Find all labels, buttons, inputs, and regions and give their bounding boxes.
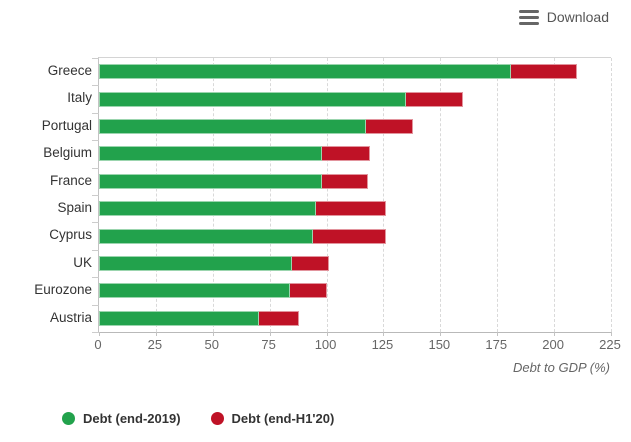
y-axis-label-italy: Italy	[67, 90, 92, 106]
x-axis-tick-label: 150	[428, 337, 451, 352]
x-axis-title: Debt to GDP (%)	[512, 360, 610, 375]
y-axis-label-austria: Austria	[49, 309, 92, 325]
bar-greece-end-2019[interactable]	[99, 64, 511, 80]
legend-item-0[interactable]: Debt (end-2019)	[62, 411, 181, 426]
x-tick-mark	[611, 332, 612, 336]
y-axis-label-uk: UK	[73, 254, 92, 270]
y-tick-mark	[92, 140, 99, 142]
y-axis-label-belgium: Belgium	[43, 145, 92, 161]
y-axis-label-eurozone: Eurozone	[34, 282, 92, 298]
y-tick-mark	[92, 112, 99, 114]
gridline	[326, 58, 328, 332]
y-tick-mark	[92, 167, 99, 169]
menu-icon	[518, 9, 539, 25]
x-tick-mark	[440, 332, 442, 336]
x-tick-mark	[212, 332, 214, 336]
x-axis-tick-label: 100	[314, 337, 337, 352]
legend-label: Debt (end-2019)	[83, 411, 181, 426]
gridline	[383, 58, 385, 332]
gridline	[497, 58, 499, 332]
legend-label: Debt (end-H1'20)	[231, 411, 335, 426]
x-tick-mark	[155, 332, 157, 336]
x-tick-mark	[326, 332, 328, 336]
chart-legend: Debt (end-2019) Debt (end-H1'20)	[62, 411, 334, 426]
x-axis-tick-label: 200	[542, 337, 564, 352]
y-tick-mark	[92, 249, 99, 251]
bar-uk-end-2019[interactable]	[99, 256, 293, 271]
legend-dot-icon	[62, 412, 75, 425]
bar-spain-end-2019[interactable]	[99, 201, 317, 217]
x-axis-tick-label: 225	[599, 337, 621, 352]
bar-italy-end-2019[interactable]	[99, 91, 407, 107]
gridline	[212, 58, 214, 332]
y-tick-mark	[92, 85, 99, 87]
y-axis-label-greece: Greece	[47, 63, 92, 78]
x-axis-tick-label: 50	[204, 337, 219, 352]
x-axis-tick-label: 0	[94, 337, 102, 352]
x-axis-tick-label: 175	[485, 337, 508, 352]
y-tick-mark	[92, 304, 99, 306]
y-axis-label-france: France	[49, 172, 92, 188]
gridline	[554, 58, 556, 332]
x-axis-tick-label: 25	[147, 337, 163, 352]
legend-item-1[interactable]: Debt (end-H1'20)	[210, 411, 335, 426]
bar-austria-end-2019[interactable]	[99, 310, 260, 326]
y-tick-mark	[92, 58, 99, 59]
x-axis-tick-label: 75	[261, 337, 276, 352]
x-axis-tick-label: 125	[371, 337, 394, 352]
bar-cyprus-end-2019[interactable]	[99, 228, 313, 244]
x-tick-mark	[497, 332, 499, 336]
bar-portugal-end-2019[interactable]	[99, 119, 367, 134]
gridline	[611, 58, 612, 332]
x-tick-mark	[554, 332, 556, 336]
download-label: Download	[546, 9, 609, 25]
x-tick-mark	[99, 332, 100, 336]
bar-belgium-end-2019[interactable]	[99, 146, 322, 162]
y-axis-label-cyprus: Cyprus	[49, 227, 92, 243]
gridline	[155, 58, 157, 332]
download-button[interactable]: Download	[518, 6, 609, 28]
y-tick-mark	[92, 222, 99, 224]
x-tick-mark	[269, 332, 271, 336]
y-tick-mark	[92, 332, 99, 333]
y-tick-mark	[92, 277, 99, 279]
gridline	[269, 58, 271, 332]
y-tick-mark	[92, 195, 99, 196]
y-axis-label-spain: Spain	[57, 200, 92, 215]
gridline	[440, 58, 442, 332]
bar-eurozone-end-2019[interactable]	[99, 283, 291, 299]
x-tick-mark	[383, 332, 385, 336]
y-axis-label-portugal: Portugal	[41, 117, 92, 133]
legend-dot-icon	[210, 412, 224, 425]
plot-area	[92, 57, 612, 336]
bar-france-end-2019[interactable]	[99, 173, 322, 189]
